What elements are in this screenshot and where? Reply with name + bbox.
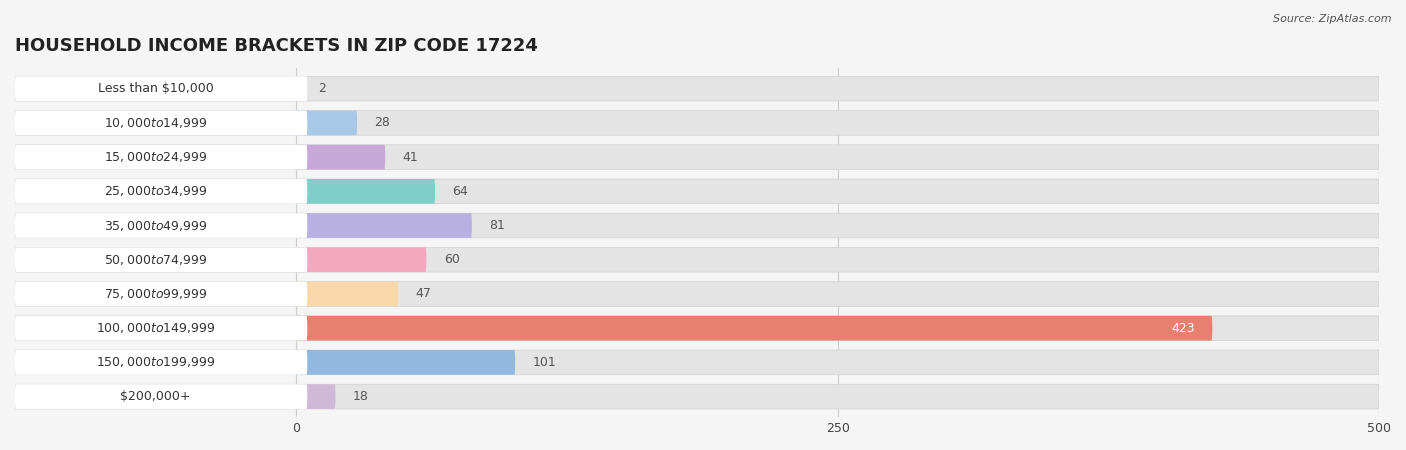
Text: 28: 28: [374, 117, 391, 130]
FancyBboxPatch shape: [15, 145, 308, 170]
FancyBboxPatch shape: [297, 111, 357, 135]
FancyBboxPatch shape: [297, 213, 472, 238]
FancyBboxPatch shape: [15, 316, 308, 341]
Text: $25,000 to $34,999: $25,000 to $34,999: [104, 184, 208, 198]
FancyBboxPatch shape: [297, 282, 398, 306]
FancyBboxPatch shape: [15, 213, 1379, 238]
Text: 101: 101: [533, 356, 557, 369]
Text: 2: 2: [318, 82, 326, 95]
FancyBboxPatch shape: [15, 248, 1379, 272]
FancyBboxPatch shape: [15, 145, 1379, 170]
FancyBboxPatch shape: [297, 384, 336, 409]
Text: 41: 41: [402, 151, 419, 164]
FancyBboxPatch shape: [15, 213, 308, 238]
FancyBboxPatch shape: [15, 316, 1379, 341]
Text: 81: 81: [489, 219, 505, 232]
FancyBboxPatch shape: [15, 384, 1379, 409]
FancyBboxPatch shape: [15, 76, 308, 101]
FancyBboxPatch shape: [297, 179, 434, 204]
FancyBboxPatch shape: [297, 76, 301, 101]
Text: $50,000 to $74,999: $50,000 to $74,999: [104, 253, 208, 267]
Text: $150,000 to $199,999: $150,000 to $199,999: [96, 356, 215, 369]
FancyBboxPatch shape: [15, 350, 1379, 375]
Text: $35,000 to $49,999: $35,000 to $49,999: [104, 219, 208, 233]
Text: $15,000 to $24,999: $15,000 to $24,999: [104, 150, 208, 164]
FancyBboxPatch shape: [15, 179, 1379, 204]
Text: 18: 18: [353, 390, 368, 403]
Text: 47: 47: [416, 288, 432, 301]
FancyBboxPatch shape: [15, 111, 308, 135]
FancyBboxPatch shape: [15, 76, 1379, 101]
Text: $200,000+: $200,000+: [121, 390, 191, 403]
FancyBboxPatch shape: [297, 350, 515, 375]
Text: HOUSEHOLD INCOME BRACKETS IN ZIP CODE 17224: HOUSEHOLD INCOME BRACKETS IN ZIP CODE 17…: [15, 37, 538, 55]
FancyBboxPatch shape: [297, 316, 1212, 341]
FancyBboxPatch shape: [15, 248, 308, 272]
FancyBboxPatch shape: [15, 179, 308, 204]
Text: 64: 64: [453, 185, 468, 198]
FancyBboxPatch shape: [15, 384, 308, 409]
FancyBboxPatch shape: [15, 282, 308, 306]
Text: $75,000 to $99,999: $75,000 to $99,999: [104, 287, 208, 301]
Text: $10,000 to $14,999: $10,000 to $14,999: [104, 116, 208, 130]
FancyBboxPatch shape: [15, 111, 1379, 135]
Text: $100,000 to $149,999: $100,000 to $149,999: [96, 321, 215, 335]
Text: 423: 423: [1171, 322, 1195, 335]
Text: 60: 60: [444, 253, 460, 266]
FancyBboxPatch shape: [297, 248, 426, 272]
FancyBboxPatch shape: [15, 350, 308, 375]
FancyBboxPatch shape: [15, 282, 1379, 306]
Text: Source: ZipAtlas.com: Source: ZipAtlas.com: [1274, 14, 1392, 23]
Text: Less than $10,000: Less than $10,000: [98, 82, 214, 95]
FancyBboxPatch shape: [297, 145, 385, 170]
